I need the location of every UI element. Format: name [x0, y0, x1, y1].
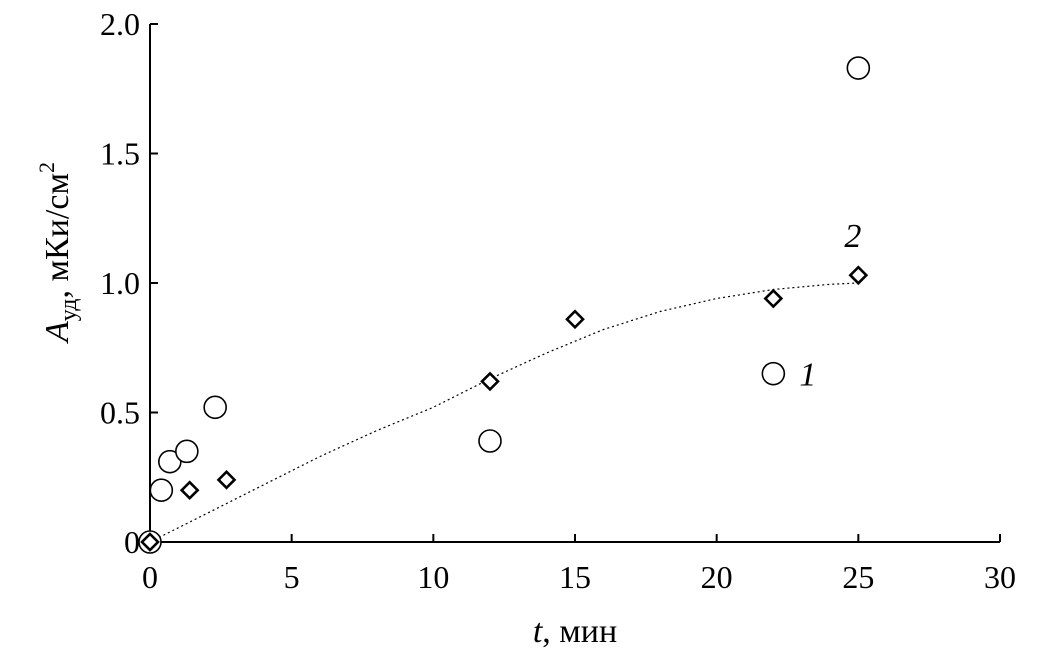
x-axis-label: t, мин [533, 613, 617, 650]
fit-curves [149, 282, 859, 543]
y-axis-label-sub: уд [56, 298, 82, 321]
x-tick-label: 10 [417, 559, 449, 595]
y-tick-label: 2.0 [100, 6, 140, 42]
x-tick-label: 0 [142, 559, 158, 595]
data-point-diamond [763, 288, 784, 309]
data-point-diamond [179, 480, 200, 501]
x-tick-label: 15 [559, 559, 591, 595]
x-axis-label-rest: , мин [542, 613, 617, 650]
data-point-circle [478, 429, 502, 453]
data-point-diamond [216, 470, 237, 490]
x-tick-label: 5 [284, 559, 300, 595]
data-point-diamond [480, 371, 500, 392]
y-axis-label-unit: , мКи/см [39, 173, 76, 298]
tick-labels: 0 5 10 15 20 25 30 0 0.5 1.0 1.5 2.0 [100, 6, 1016, 595]
y-tick-label: 1.0 [100, 265, 140, 301]
x-tick-label: 20 [701, 559, 733, 595]
data-points [138, 56, 871, 554]
data-point-diamond [140, 532, 160, 552]
data-point-circle [203, 395, 227, 420]
data-point-circle [158, 449, 182, 474]
data-point-circle [846, 56, 871, 80]
x-tick-label: 30 [984, 559, 1016, 595]
data-point-circle [149, 478, 174, 503]
fit-curve-series-2 [149, 282, 859, 543]
y-tick-label: 1.5 [100, 136, 140, 172]
data-point-diamond [848, 265, 869, 286]
data-point-circle [175, 439, 199, 464]
data-point-circle [761, 361, 786, 386]
tick-marks [149, 23, 1001, 543]
curve-labels: 12 [799, 218, 861, 393]
x-axis-label-italic: t [533, 613, 544, 650]
y-axis-label-sup: 2 [34, 162, 59, 173]
y-tick-label: 0.5 [100, 395, 140, 431]
series-label: 2 [844, 218, 861, 255]
y-tick-label: 0 [124, 524, 140, 560]
data-point-diamond [565, 309, 585, 330]
y-axis-label-main: A [39, 321, 76, 344]
series-label: 1 [799, 357, 816, 394]
x-tick-label: 25 [842, 559, 874, 595]
axes [149, 24, 1000, 543]
y-axis-label: Aуд, мКи/см2 [34, 162, 82, 344]
